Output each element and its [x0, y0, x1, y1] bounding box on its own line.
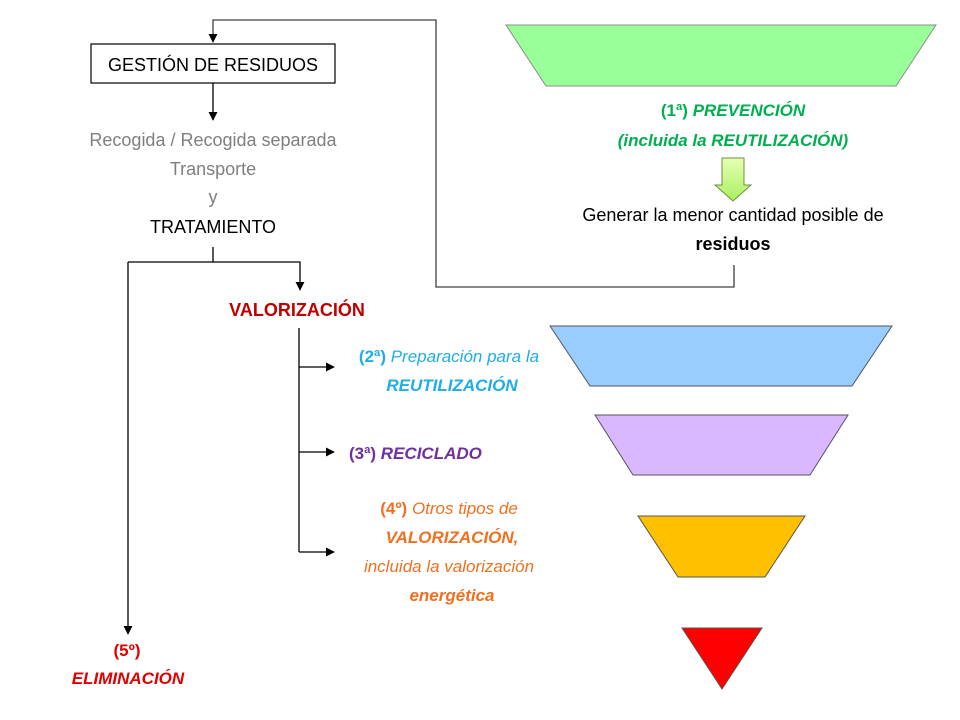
- down-arrow-icon: [713, 157, 753, 202]
- feedback-connector: [208, 19, 735, 288]
- treatment-split-connector: [128, 247, 300, 290]
- reuse-number: (2ª): [359, 347, 386, 366]
- prevention-subtitle: (incluida la REUTILIZACIÓN): [618, 131, 849, 150]
- recovery-number: (4º): [380, 499, 407, 518]
- reuse-option-bold: REUTILIZACIÓN: [386, 376, 518, 395]
- prevention-goal: Generar la menor cantidad posible de: [582, 205, 883, 225]
- recovery-option-line1: (4º) Otros tipos de: [380, 499, 518, 518]
- recycle-option: (3ª) RECICLADO: [349, 444, 482, 463]
- recycle-number: (3ª): [349, 444, 376, 463]
- elimination-label: ELIMINACIÓN: [72, 669, 185, 688]
- prevention-goal-bold: residuos: [695, 234, 770, 254]
- recycle-trapezoid: [594, 414, 849, 476]
- reuse-trapezoid: [549, 325, 893, 387]
- recycle-text: RECICLADO: [376, 444, 482, 463]
- prevention-heading: (1ª) PREVENCIÓN: [661, 101, 806, 120]
- and-connector-text: y: [209, 187, 218, 207]
- waste-management-title: GESTIÓN DE RESIDUOS: [108, 54, 318, 75]
- prevention-label: PREVENCIÓN: [688, 101, 806, 120]
- transport-step: Transporte: [170, 159, 256, 179]
- reuse-text: Preparación para la: [386, 347, 539, 366]
- recovery-option-line3: incluida la valorización: [364, 557, 534, 576]
- reuse-option-line1: (2ª) Preparación para la: [359, 347, 539, 366]
- recovery-option-line4: energética: [409, 586, 494, 605]
- recovery-text: Otros tipos de: [407, 499, 518, 518]
- valorization-heading: VALORIZACIÓN: [229, 299, 365, 320]
- prevention-trapezoid: [505, 24, 937, 87]
- recovery-option-bold: VALORIZACIÓN,: [386, 528, 519, 547]
- collection-step: Recogida / Recogida separada: [89, 130, 337, 150]
- treatment-step: TRATAMIENTO: [150, 217, 276, 237]
- waste-management-box: [90, 43, 336, 84]
- recovery-trapezoid: [637, 515, 806, 578]
- prevention-number: (1ª): [661, 101, 688, 120]
- elimination-triangle: [681, 627, 763, 690]
- elimination-number: (5º): [114, 641, 141, 660]
